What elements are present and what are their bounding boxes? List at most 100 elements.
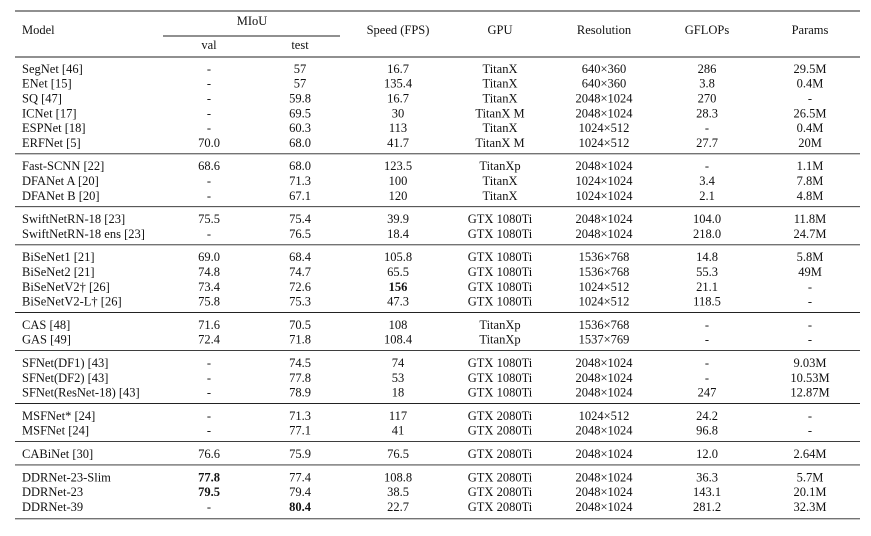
cell-val: -: [207, 91, 211, 105]
header-gpu: GPU: [487, 23, 512, 37]
cell-gflops: -: [705, 333, 709, 347]
cell-speed: 135.4: [384, 77, 413, 91]
cell-speed: 108: [389, 318, 408, 332]
cell-speed: 53: [392, 371, 405, 385]
cell-params: 0.4M: [797, 121, 824, 135]
cell-gflops: 36.3: [696, 470, 718, 484]
cell-speed: 16.7: [387, 91, 409, 105]
cell-resolution: 2048×1024: [575, 485, 633, 499]
cell-test: 75.3: [289, 295, 311, 309]
header-model: Model: [22, 23, 55, 37]
cell-val: -: [207, 386, 211, 400]
cell-gflops: 118.5: [693, 295, 721, 309]
cell-speed: 30: [392, 106, 405, 120]
cell-resolution: 1024×512: [579, 295, 630, 309]
cell-val: 69.0: [198, 250, 220, 264]
cell-model: DDRNet-23: [22, 485, 83, 499]
cell-speed: 156: [389, 280, 408, 294]
cell-model: SQ [47]: [22, 91, 62, 105]
cell-params: -: [808, 318, 812, 332]
cell-test: 75.4: [289, 212, 312, 226]
cell-val: -: [207, 77, 211, 91]
cell-params: -: [808, 333, 812, 347]
cell-test: 75.9: [289, 447, 311, 461]
cell-model: SFNet(ResNet-18) [43]: [22, 386, 140, 400]
cell-gflops: -: [705, 159, 709, 173]
cell-params: 26.5M: [794, 106, 827, 120]
cell-val: 76.6: [198, 447, 220, 461]
cell-gflops: 28.3: [696, 106, 718, 120]
cell-gpu: TitanXp: [479, 159, 520, 173]
cell-test: 79.4: [289, 485, 312, 499]
cell-params: -: [808, 424, 812, 438]
cell-speed: 16.7: [387, 62, 409, 76]
cell-gflops: 2.1: [699, 189, 715, 203]
cell-gflops: 3.8: [699, 77, 715, 91]
cell-resolution: 2048×1024: [575, 227, 633, 241]
cell-test: 60.3: [289, 121, 311, 135]
cell-model: ERFNet [5]: [22, 136, 81, 150]
header-speed: Speed (FPS): [367, 23, 430, 37]
cell-gflops: 104.0: [693, 212, 721, 226]
cell-model: Fast-SCNN [22]: [22, 159, 104, 173]
cell-params: 7.8M: [797, 174, 824, 188]
cell-speed: 76.5: [387, 447, 409, 461]
cell-gflops: 286: [698, 62, 717, 76]
cell-params: 20M: [798, 136, 822, 150]
cell-model: DDRNet-23-Slim: [22, 470, 111, 484]
cell-val: -: [207, 424, 211, 438]
cell-gflops: -: [705, 318, 709, 332]
cell-gpu: GTX 1080Ti: [468, 386, 533, 400]
cell-gpu: TitanXp: [479, 333, 520, 347]
cell-resolution: 1024×512: [579, 136, 630, 150]
cell-test: 77.1: [289, 424, 311, 438]
cell-model: SwiftNetRN-18 [23]: [22, 212, 125, 226]
cell-val: 79.5: [198, 485, 220, 499]
cell-test: 71.3: [289, 409, 311, 423]
cell-resolution: 2048×1024: [575, 447, 633, 461]
cell-speed: 108.4: [384, 333, 413, 347]
cell-resolution: 2048×1024: [575, 356, 633, 370]
cell-model: GAS [49]: [22, 333, 71, 347]
cell-speed: 39.9: [387, 212, 409, 226]
cell-test: 74.5: [289, 356, 311, 370]
cell-params: 5.8M: [797, 250, 824, 264]
header-gflops: GFLOPs: [685, 23, 730, 37]
cell-resolution: 2048×1024: [575, 386, 633, 400]
cell-model: BiSeNet1 [21]: [22, 250, 95, 264]
cell-speed: 41: [392, 424, 405, 438]
cell-gpu: TitanXp: [479, 318, 520, 332]
cell-gpu: TitanX: [483, 189, 518, 203]
cell-params: 0.4M: [797, 77, 824, 91]
cell-model: MSFNet* [24]: [22, 409, 95, 423]
cell-val: -: [207, 227, 211, 241]
cell-test: 78.9: [289, 386, 311, 400]
cell-resolution: 2048×1024: [575, 159, 633, 173]
cell-gpu: GTX 1080Ti: [468, 356, 533, 370]
cell-params: 5.7M: [797, 470, 824, 484]
cell-val: -: [207, 409, 211, 423]
cell-gpu: TitanX: [483, 91, 518, 105]
cell-gpu: TitanX M: [475, 136, 524, 150]
cell-gflops: -: [705, 371, 709, 385]
cell-test: 68.0: [289, 136, 311, 150]
cell-test: 80.4: [289, 500, 312, 514]
cell-test: 59.8: [289, 91, 311, 105]
cell-speed: 117: [389, 409, 407, 423]
cell-model: BiSeNet2 [21]: [22, 265, 95, 279]
cell-params: 20.1M: [794, 485, 827, 499]
cell-resolution: 2048×1024: [575, 424, 633, 438]
cell-gpu: GTX 1080Ti: [468, 295, 533, 309]
cell-resolution: 1024×512: [579, 409, 630, 423]
cell-params: 24.7M: [794, 227, 827, 241]
cell-val: -: [207, 121, 211, 135]
cell-speed: 18.4: [387, 227, 410, 241]
cell-val: 75.8: [198, 295, 220, 309]
cell-val: -: [207, 62, 211, 76]
header-params: Params: [792, 23, 829, 37]
cell-speed: 65.5: [387, 265, 409, 279]
cell-gpu: GTX 1080Ti: [468, 371, 533, 385]
cell-gpu: TitanX: [483, 174, 518, 188]
cell-resolution: 1536×768: [579, 250, 630, 264]
cell-speed: 41.7: [387, 136, 409, 150]
